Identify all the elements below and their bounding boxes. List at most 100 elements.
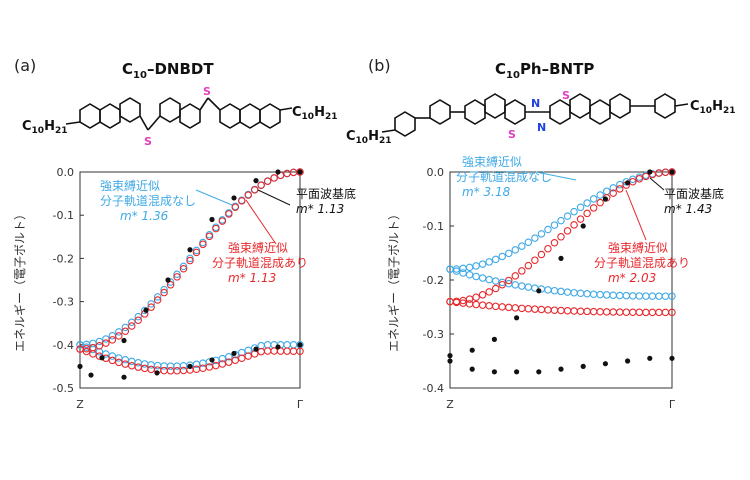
chart-a-annotation-blue: 強束縛近似 分子軌道混成なし m* 1.36 (100, 178, 200, 223)
chart-b-series-1-lower-point (550, 306, 559, 314)
chart-a-series-1-upper-point (192, 248, 201, 257)
chart-a-series-1-upper-point (263, 177, 272, 186)
chart-a-series-0-lower-point (225, 352, 233, 361)
chart-b-series-1-lower-point (498, 303, 506, 311)
chart-b-y-label: エネルギー（電子ボルト） (387, 208, 401, 352)
chart-b-series-1-lower-point (505, 303, 513, 312)
chart-a-series-0-upper-point (147, 300, 155, 308)
chart-a-series-1-upper-point (179, 264, 188, 273)
chart-b-planewave-lower-point (536, 369, 542, 375)
chart-a-series-0-upper-point (186, 254, 194, 263)
molecule-b-nitrogen-2: N (537, 121, 546, 134)
chart-b-series-1-lower-point (648, 308, 657, 317)
chart-b-series-1-upper-point (668, 168, 676, 176)
chart-b-series-0-upper-point (524, 238, 533, 247)
chart-a-planewave-lower-point (253, 346, 259, 352)
chart-a-planewave-upper-point (99, 355, 105, 361)
chart-b-series-1-lower-point (478, 301, 487, 309)
chart-b-series-1-lower-point (642, 308, 650, 317)
chart-b-series-0-upper-point (557, 216, 565, 225)
chart-a-y-label: エネルギー（電子ボルト） (13, 208, 27, 352)
chart-a-planewave-upper-point (187, 247, 193, 253)
chart-a-y-axis: 0.0 -0.1 -0.2 -0.3 -0.4 -0.5 (53, 166, 84, 395)
chart-a-series-1-upper-point (147, 303, 155, 311)
chart-b-series-1-lower-point (544, 306, 552, 314)
chart-a-series-1-upper-point (166, 281, 175, 289)
chart-b-series-1-lower-point (609, 308, 617, 316)
chart-a-series-1-lower-point (160, 366, 168, 375)
chart-a-series-1-upper-point (102, 339, 110, 347)
chart-a-series-1-lower-point (89, 350, 97, 358)
molecule-b-right-substituent: C10H21 (690, 99, 736, 116)
band-chart-a: 0.0 -0.1 -0.2 -0.3 -0.4 -0.5 Z Γ エネルギー（電子ボルト）… (13, 166, 356, 411)
chart-b-series (446, 168, 676, 375)
chart-b-series-0-upper-point (485, 258, 493, 266)
chart-a-planewave-upper-point (297, 169, 303, 175)
chart-b-y-tick-label: -0.3 (423, 328, 444, 341)
chart-b-planewave-upper-point (647, 169, 653, 175)
molecule-a-sulfur-1: S (144, 135, 152, 148)
chart-a-series-1-lower-point (134, 363, 142, 371)
chart-b-series-1-lower-point (511, 304, 520, 312)
chart-b-planewave-upper-point (669, 169, 675, 175)
molecule-b-structure (381, 93, 689, 137)
chart-a-series-0-upper-point (134, 312, 142, 321)
chart-b-series-1-lower-point (629, 308, 637, 317)
chart-a-series-1-lower-point (121, 360, 130, 368)
chart-b-series-1-lower-point (557, 306, 565, 315)
chart-b-series-0-upper-point (570, 207, 578, 216)
chart-a-series-1-upper-point (218, 217, 227, 225)
chart-b-series-0-lower-point (518, 282, 526, 290)
chart-a-planewave-upper-point (209, 216, 215, 223)
chart-b-series-0-lower-point (576, 289, 585, 298)
molecule-a-sulfur-2: S (203, 85, 211, 98)
chart-b-y-tick-label: -0.4 (423, 382, 444, 395)
chart-a-series-0-upper-point (160, 285, 168, 294)
chart-b-series-1-lower-point (524, 305, 533, 313)
chart-b-series-0-upper-point (583, 199, 591, 207)
panel-b-label: (b) (368, 56, 391, 75)
chart-b-series-0-lower-point (491, 277, 500, 285)
chart-b-series-1-lower-point (583, 307, 591, 316)
chart-b-series-0-lower-point (622, 291, 631, 300)
chart-b-series-1-upper-point (655, 169, 663, 177)
chart-a-planewave-upper-point (121, 337, 127, 344)
chart-a-series-1-upper-point (205, 232, 214, 241)
chart-a-series-1-upper-point (95, 341, 104, 350)
chart-b-y-tick-label: -0.2 (423, 274, 444, 287)
chart-a-red-leader (245, 199, 277, 245)
chart-b-planewave-lower-point (669, 355, 675, 361)
chart-a-series-1-lower-point (140, 364, 149, 373)
molecule-b-nitrogen-1: N (531, 97, 540, 110)
chart-b-series-0-lower-point (635, 292, 644, 300)
chart-b-blue-leader (535, 171, 577, 181)
chart-a-black-leader (257, 189, 291, 206)
chart-b-series-1-lower-point (472, 300, 480, 309)
chart-a-planewave-upper-point (165, 277, 171, 283)
chart-b-y-tick-label: -0.1 (423, 220, 444, 233)
chart-a-series-1-lower-point (283, 347, 291, 355)
chart-b-series-1-upper-point (544, 244, 552, 253)
chart-b-series-0-lower-point (524, 283, 533, 291)
chart-a-series-1-lower-point (108, 356, 117, 365)
chart-a-series-1-lower-point (82, 347, 91, 356)
chart-b-series-1-upper-point (491, 284, 500, 293)
chart-b-series-0-upper-point (563, 212, 572, 220)
chart-b-annotation-blue: 強束縛近似 分子軌道混成なし m* 3.18 (456, 154, 556, 199)
chart-b-series-1-lower-point (518, 304, 526, 313)
chart-b-planewave-upper-point (469, 347, 475, 353)
chart-a-series-0-lower-point (263, 341, 272, 349)
chart-b-series-1-upper-point (518, 267, 526, 275)
chart-a-series-1-lower-point (257, 347, 265, 356)
band-chart-b: 0.0 -0.1 -0.2 -0.3 -0.4 Z Γ エネルギー（電子ボルト） 強束縛… (387, 154, 724, 411)
chart-b-series-1-upper-point (589, 204, 598, 212)
chart-a-series-0-upper-point (173, 270, 181, 279)
chart-a-series-0-upper-point (153, 293, 162, 301)
chart-b-series-0-upper-point (602, 187, 611, 196)
chart-a-series-1-upper-point (186, 256, 194, 265)
chart-a-series-1-lower-point (166, 367, 175, 375)
chart-a-y-tick-label: -0.5 (53, 382, 74, 395)
chart-b-series-0-lower-point (609, 291, 617, 299)
chart-b-series-0-lower-point (550, 286, 559, 295)
